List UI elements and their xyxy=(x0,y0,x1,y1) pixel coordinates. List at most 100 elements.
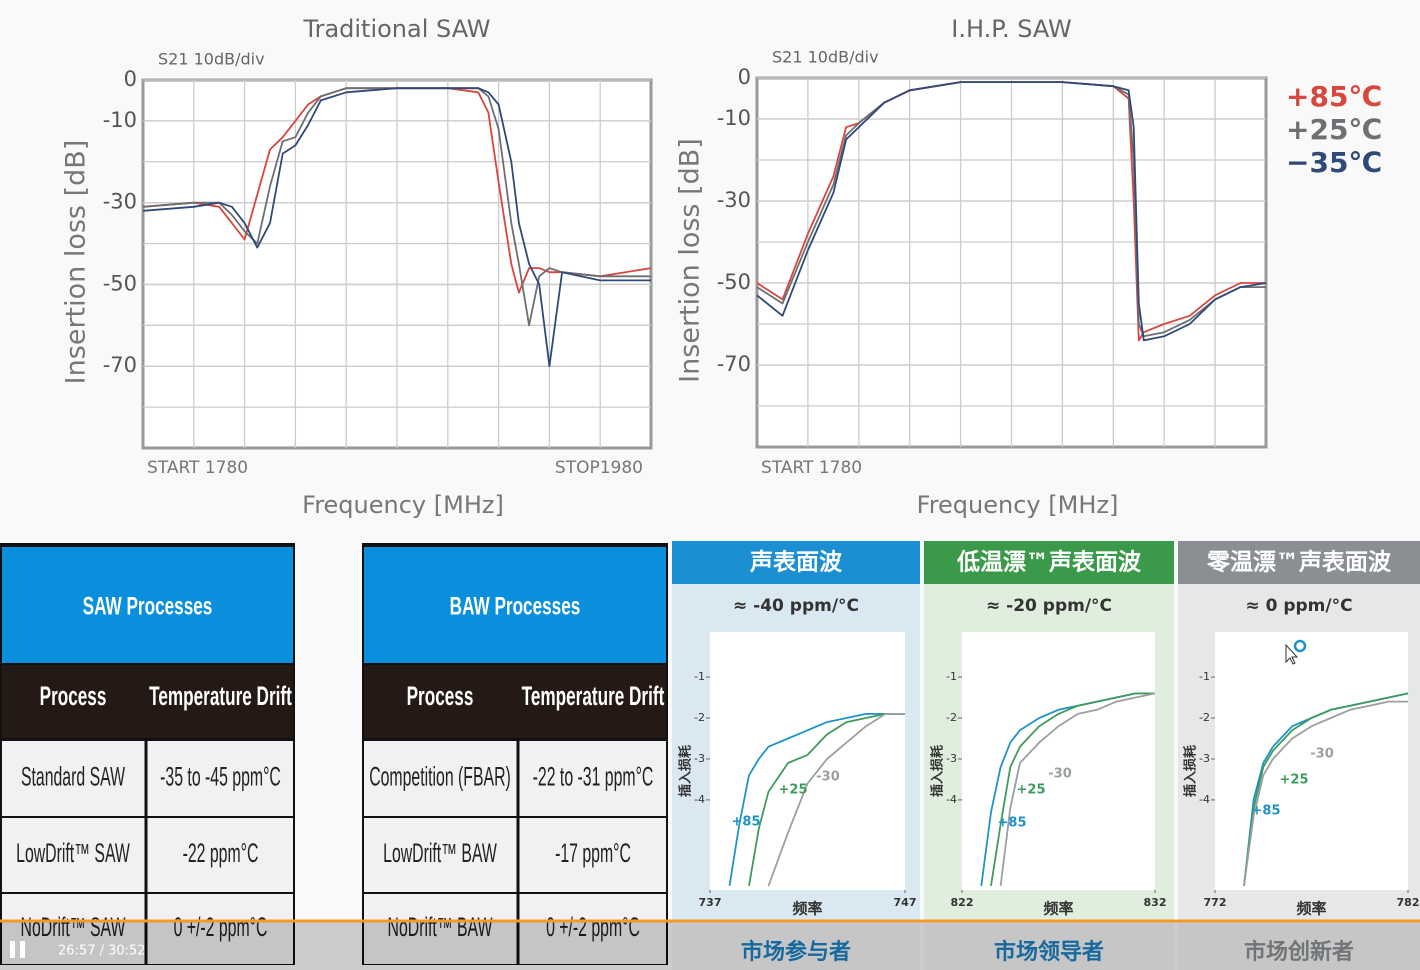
chart-subtitle: S21 10dB/div xyxy=(772,48,879,67)
y-tick-label: -1 xyxy=(946,670,957,683)
y-tick-label: -2 xyxy=(1199,711,1210,724)
y-tick-label: -10 xyxy=(717,106,751,130)
mouse-cursor xyxy=(1285,643,1299,665)
table-head-row xyxy=(2,665,293,738)
panel-caption: 市场参与者 xyxy=(741,939,851,965)
y-axis-label: 插入损耗 xyxy=(678,745,694,797)
y-tick-label: -2 xyxy=(946,711,957,724)
x-tick-label: 772 xyxy=(1204,896,1227,909)
panel-header xyxy=(924,541,1174,584)
x-axis-label: Frequency [MHz] xyxy=(302,491,504,519)
caption-background xyxy=(672,924,920,970)
y-axis-label: Insertion loss [dB] xyxy=(61,140,92,385)
y-tick-label: -30 xyxy=(103,190,137,214)
y-axis-label: 插入损耗 xyxy=(1183,745,1199,797)
series-line xyxy=(756,81,1267,342)
panel-caption: 市场创新者 xyxy=(1244,939,1354,965)
y-tick-label: -2 xyxy=(694,711,705,724)
y-axis-label: 插入损耗 xyxy=(930,745,946,797)
y-tick-label: -30 xyxy=(717,188,751,212)
y-tick-label: -70 xyxy=(103,353,137,377)
table-row xyxy=(364,894,666,964)
y-tick-label: -4 xyxy=(694,793,705,806)
series-label: +85 xyxy=(732,815,761,830)
panel-header xyxy=(1178,541,1420,584)
series-label: +25 xyxy=(779,783,808,798)
table-row xyxy=(364,818,666,892)
x-tick-label: 832 xyxy=(1144,896,1167,909)
chart-title: I.H.P. SAW xyxy=(951,15,1071,43)
y-axis-label: Insertion loss [dB] xyxy=(675,138,706,383)
column-header: Temperature Drift xyxy=(522,681,665,711)
pause-bar xyxy=(20,941,25,958)
series-label: +25 xyxy=(1017,783,1046,798)
table-cell: -17 ppm°C xyxy=(555,838,631,868)
series-label: -30 xyxy=(1310,747,1334,762)
series-line xyxy=(990,692,1155,887)
y-tick-label: -70 xyxy=(717,352,751,376)
panel-subtitle: ≈ -40 ppm/°C xyxy=(733,596,859,616)
column-header: Process xyxy=(40,681,107,711)
table-cell: LowDrift™ SAW xyxy=(16,838,130,868)
chart-title: Traditional SAW xyxy=(302,15,490,43)
table-cell: -35 to -45 ppm°C xyxy=(160,761,281,791)
series-label: +25 xyxy=(1280,773,1309,788)
series-line xyxy=(1243,700,1408,887)
pause-button[interactable] xyxy=(10,941,25,958)
table-cell: -22 to -31 ppm°C xyxy=(533,761,654,791)
table-cell: Standard SAW xyxy=(21,761,125,791)
x-tick-label: 747 xyxy=(894,896,917,909)
y-tick-label: -3 xyxy=(694,752,705,765)
table-title-cell xyxy=(364,547,666,663)
cursor-ring xyxy=(1293,639,1307,653)
start-label: START 1780 xyxy=(761,458,862,478)
panel-subtitle: ≈ -20 ppm/°C xyxy=(986,596,1112,616)
table-cell: LowDrift™ BAW xyxy=(383,838,497,868)
table-title-cell xyxy=(2,547,293,663)
y-tick-label: -50 xyxy=(103,271,137,295)
column-header: Temperature Drift xyxy=(149,681,292,711)
y-tick-label: -10 xyxy=(103,108,137,132)
x-tick-label: 822 xyxy=(951,896,974,909)
panel-header xyxy=(672,541,920,584)
x-axis-label: 频率 xyxy=(1043,900,1073,918)
table-cell: NoDrift™ BAW xyxy=(388,912,493,942)
x-tick-label: 782 xyxy=(1397,896,1420,909)
table-cell: 0 +/-2 ppm°C xyxy=(546,912,640,942)
caption-background xyxy=(1178,924,1420,970)
table-cell: NoDrift™ SAW xyxy=(21,912,126,942)
table-title: SAW Processes xyxy=(83,591,213,620)
x-axis-label: 频率 xyxy=(792,900,822,918)
y-tick-label: -50 xyxy=(717,270,751,294)
y-tick-label: -1 xyxy=(1199,670,1210,683)
player-shade xyxy=(0,922,1420,970)
y-tick-label: -4 xyxy=(1199,793,1210,806)
series-line xyxy=(142,87,651,368)
panel-title: 低温漂™声表面波 xyxy=(956,550,1142,576)
series-line xyxy=(999,692,1156,887)
table-title: BAW Processes xyxy=(450,591,581,620)
panel-title: 零温漂™声表面波 xyxy=(1206,550,1392,576)
series-label: -30 xyxy=(1048,767,1072,782)
caption-background xyxy=(924,924,1174,970)
plot-area xyxy=(710,632,905,890)
panel-title: 声表面波 xyxy=(750,550,843,576)
table-cell: -22 ppm°C xyxy=(183,838,259,868)
pause-bar xyxy=(10,941,15,958)
series-label: -30 xyxy=(816,770,840,785)
x-tick-label: 737 xyxy=(699,896,722,909)
series-line xyxy=(767,713,905,887)
x-axis-label: 频率 xyxy=(1296,900,1326,918)
y-tick-label: -3 xyxy=(946,752,957,765)
y-tick-label: 0 xyxy=(124,67,137,91)
time-display: 26:57 / 30:52 xyxy=(58,944,146,959)
panel-caption: 市场领导者 xyxy=(994,939,1104,965)
legend-entry: +25℃ xyxy=(1286,113,1382,146)
table-head-row xyxy=(364,665,666,738)
plot-area xyxy=(962,632,1155,890)
y-tick-label: -1 xyxy=(694,670,705,683)
series-label: +85 xyxy=(998,816,1027,831)
y-tick-label: -4 xyxy=(946,793,957,806)
column-header: Process xyxy=(407,681,474,711)
series-label: +85 xyxy=(1252,804,1281,819)
